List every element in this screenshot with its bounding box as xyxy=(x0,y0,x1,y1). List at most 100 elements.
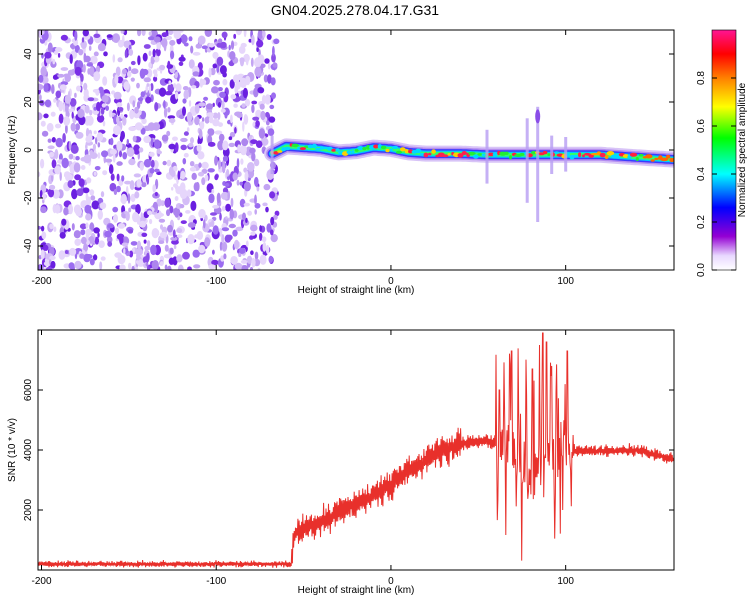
noise-speckle xyxy=(257,267,261,270)
noise-speckle xyxy=(224,234,232,243)
noise-speckle xyxy=(130,77,135,82)
noise-speckle xyxy=(191,85,197,89)
noise-speckle xyxy=(245,75,251,86)
noise-speckle xyxy=(246,255,253,264)
figure-title: GN04.2025.278.04.17.G31 xyxy=(271,2,439,18)
noise-speckle xyxy=(188,100,192,107)
noise-speckle xyxy=(142,52,148,62)
noise-speckle xyxy=(257,54,265,64)
noise-speckle xyxy=(73,40,79,46)
noise-speckle xyxy=(149,218,153,225)
noise-speckle xyxy=(183,131,189,136)
noise-speckle xyxy=(167,107,171,113)
noise-speckle xyxy=(243,167,248,173)
noise-speckle xyxy=(130,68,139,75)
noise-speckle xyxy=(160,200,166,207)
noise-speckle xyxy=(67,69,75,76)
noise-speckle xyxy=(118,150,123,158)
noise-speckle xyxy=(51,137,56,143)
noise-speckle xyxy=(151,228,159,239)
noise-speckle xyxy=(174,91,179,100)
ridge-blob xyxy=(428,152,432,156)
noise-speckle xyxy=(194,104,200,114)
noise-speckle xyxy=(135,248,144,256)
noise-speckle xyxy=(145,96,152,104)
noise-speckle xyxy=(273,214,278,220)
noise-speckle xyxy=(101,103,107,108)
noise-speckle xyxy=(130,193,136,203)
noise-speckle xyxy=(262,30,266,38)
noise-speckle xyxy=(187,234,195,245)
ridge-blob xyxy=(654,157,659,161)
noise-speckle xyxy=(54,165,61,175)
ridge-blob xyxy=(431,149,436,154)
noise-speckle xyxy=(224,183,230,187)
noise-speckle xyxy=(178,61,184,66)
noise-speckle xyxy=(254,251,259,260)
noise-speckle xyxy=(166,130,171,137)
noise-speckle xyxy=(146,83,150,87)
ridge-spread xyxy=(525,118,529,203)
noise-speckle xyxy=(95,88,100,96)
noise-speckle xyxy=(259,254,267,265)
noise-speckle xyxy=(155,48,161,57)
noise-speckle xyxy=(233,103,238,108)
noise-speckle xyxy=(105,105,109,111)
ridge-blob xyxy=(531,150,536,155)
noise-speckle xyxy=(179,114,185,120)
noise-speckle xyxy=(253,158,260,167)
noise-speckle xyxy=(259,225,262,232)
ridge-blob xyxy=(404,149,409,154)
noise-speckle xyxy=(120,113,124,119)
noise-speckle xyxy=(156,198,162,207)
noise-speckle xyxy=(136,101,141,110)
noise-speckle xyxy=(259,103,265,110)
noise-speckle xyxy=(270,234,278,243)
snr-x-label: Height of straight line (km) xyxy=(298,585,415,596)
noise-speckle xyxy=(140,127,146,135)
noise-speckle xyxy=(55,47,63,53)
ridge-blob xyxy=(362,147,367,151)
noise-speckle xyxy=(207,128,215,136)
noise-speckle xyxy=(137,262,144,267)
noise-speckle xyxy=(141,118,147,125)
noise-speckle xyxy=(136,214,141,225)
x-tick-label: -100 xyxy=(206,276,226,287)
noise-speckle xyxy=(117,39,124,48)
x-tick-label: 0 xyxy=(388,576,394,587)
noise-speckle xyxy=(172,136,178,141)
noise-speckle xyxy=(222,72,227,78)
noise-speckle xyxy=(63,116,71,126)
noise-speckle xyxy=(247,162,255,172)
noise-speckle xyxy=(106,34,113,38)
noise-speckle xyxy=(183,42,189,47)
noise-speckle xyxy=(49,184,56,191)
noise-speckle xyxy=(228,136,233,141)
noise-speckle xyxy=(263,74,268,83)
noise-speckle xyxy=(128,126,137,132)
noise-speckle xyxy=(221,205,226,212)
noise-speckle xyxy=(89,222,95,232)
noise-speckle xyxy=(237,144,241,153)
noise-speckle xyxy=(221,227,230,232)
noise-speckle xyxy=(235,226,244,232)
noise-speckle xyxy=(71,223,75,231)
noise-speckle xyxy=(224,111,228,119)
noise-speckle xyxy=(212,51,219,59)
noise-speckle xyxy=(169,39,176,46)
noise-speckle xyxy=(131,265,135,270)
noise-speckle xyxy=(83,82,88,91)
y-tick-label: 2000 xyxy=(23,498,34,521)
noise-speckle xyxy=(240,259,248,264)
noise-speckle xyxy=(183,152,189,158)
noise-speckle xyxy=(255,120,260,128)
noise-speckle xyxy=(247,210,253,216)
x-tick-label: 0 xyxy=(388,276,394,287)
noise-speckle xyxy=(221,241,228,252)
noise-speckle xyxy=(173,244,177,250)
noise-speckle xyxy=(211,188,215,194)
noise-speckle xyxy=(261,236,267,243)
noise-speckle xyxy=(80,40,87,49)
snr-panel: -200 -100 0 100 2000 4000 6000 Height of stra… xyxy=(7,329,675,596)
noise-speckle xyxy=(77,108,85,118)
